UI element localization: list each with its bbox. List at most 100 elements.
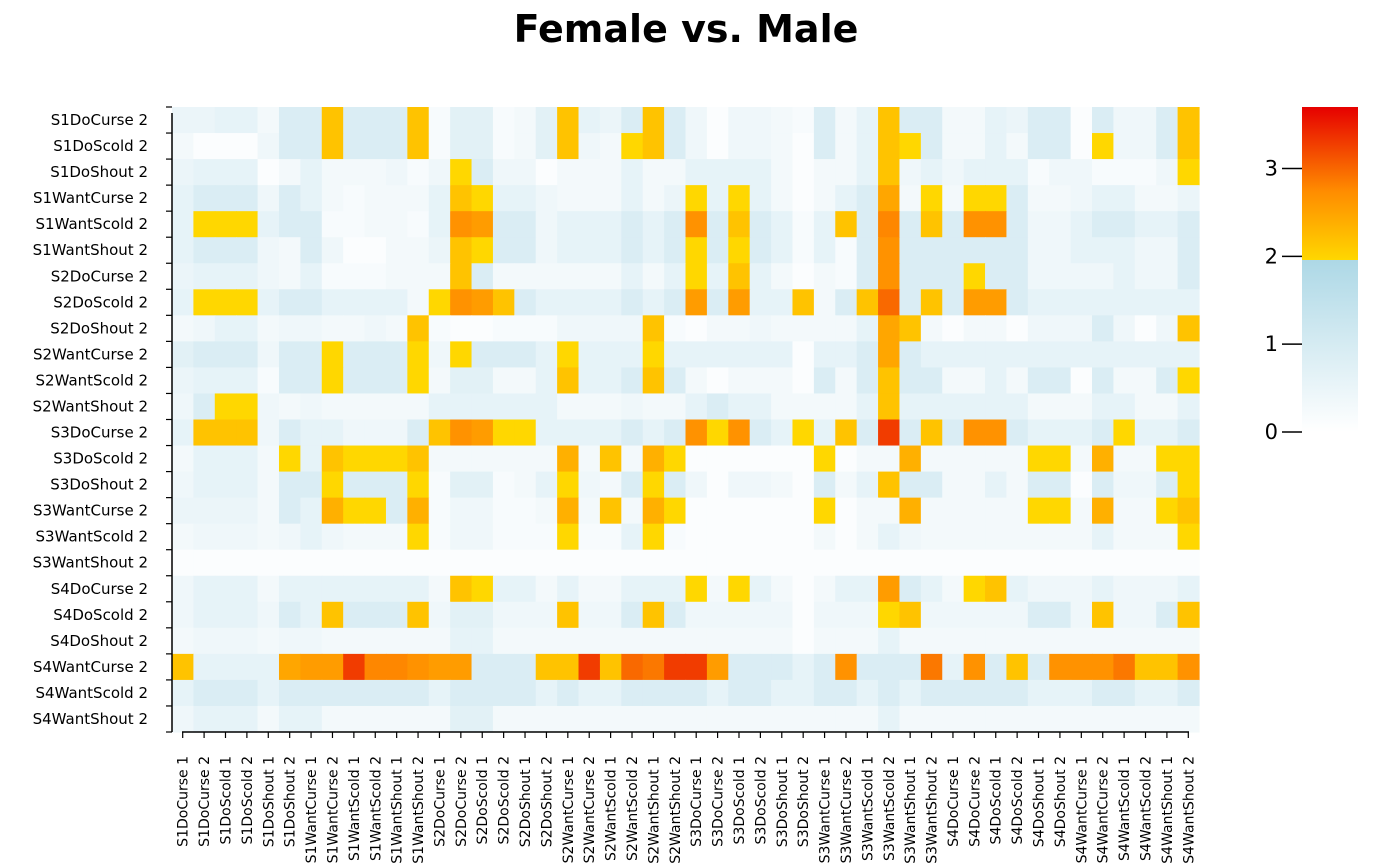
heatmap-cell (749, 575, 772, 603)
heatmap-cell (792, 575, 815, 603)
heatmap-cell (685, 419, 708, 447)
heatmap-cell (642, 315, 665, 342)
heatmap-cell (621, 367, 644, 395)
heatmap-cell (407, 133, 430, 160)
heatmap-cell (535, 237, 558, 264)
heatmap-cell (578, 705, 601, 733)
y-tick-label: S1DoScold 2 (53, 137, 148, 155)
heatmap-cell (193, 107, 216, 134)
heatmap-cell (920, 289, 943, 316)
heatmap-cell (578, 107, 601, 134)
heatmap-cell (1177, 523, 1200, 551)
heatmap-cell (1006, 159, 1029, 186)
heatmap-cell (1006, 679, 1029, 707)
heatmap-cell (599, 419, 622, 447)
heatmap-cell (428, 237, 451, 264)
heatmap-cell (728, 627, 751, 655)
x-tick-label: S4WantScold 2 (1139, 756, 1155, 861)
heatmap-cell (685, 497, 708, 525)
heatmap-cell (385, 419, 408, 447)
heatmap-cell (1134, 159, 1157, 186)
heatmap-cell (385, 601, 408, 629)
heatmap-cell (985, 627, 1008, 655)
heatmap-cell (771, 315, 794, 342)
heatmap-cell (172, 315, 194, 342)
heatmap-cell (642, 159, 665, 186)
heatmap-cell (364, 107, 387, 134)
x-tick-label: S2WantCurse 2 (582, 756, 598, 863)
heatmap-cell (364, 549, 387, 577)
heatmap-cell (300, 263, 323, 290)
heatmap-cell (642, 653, 665, 681)
heatmap-cell (578, 341, 601, 369)
heatmap-cell (1006, 575, 1029, 603)
heatmap-cell (278, 185, 301, 212)
heatmap-cell (706, 549, 729, 577)
heatmap-cell (278, 107, 301, 134)
heatmap-cell (599, 601, 622, 629)
heatmap-cell (492, 705, 515, 733)
heatmap-cell (300, 575, 323, 603)
heatmap-cell (1177, 497, 1200, 525)
heatmap-cell (492, 601, 515, 629)
heatmap-cell (428, 133, 451, 160)
heatmap-cell (278, 289, 301, 316)
heatmap-cell (278, 419, 301, 447)
heatmap-cell (172, 289, 194, 316)
heatmap-cell (813, 341, 836, 369)
heatmap-cell (728, 341, 751, 369)
heatmap-cell (728, 575, 751, 603)
heatmap-cell (1006, 315, 1029, 342)
heatmap-cell (599, 393, 622, 421)
heatmap-cell (963, 445, 986, 473)
heatmap-cell (172, 419, 194, 447)
heatmap-cell (771, 575, 794, 603)
heatmap-cell (278, 237, 301, 264)
heatmap-cell (856, 367, 879, 395)
heatmap-cell (942, 393, 965, 421)
heatmap-cell (749, 107, 772, 134)
heatmap-cell (1156, 367, 1179, 395)
heatmap-cell (321, 211, 344, 238)
heatmap-cell (1177, 107, 1200, 134)
heatmap-cell (214, 445, 237, 473)
heatmap-cell (214, 679, 237, 707)
x-tick-label: S4DoShout 1 (1032, 756, 1048, 847)
color-bar-tick-label: 2 (1265, 244, 1278, 268)
heatmap-cell (236, 289, 259, 316)
heatmap-cell (278, 445, 301, 473)
heatmap-cell (1070, 445, 1093, 473)
heatmap-cell (1006, 497, 1029, 525)
heatmap-cell (1177, 445, 1200, 473)
heatmap-cell (321, 263, 344, 290)
heatmap-cell (685, 549, 708, 577)
heatmap-cell (321, 445, 344, 473)
heatmap-cell (407, 497, 430, 525)
heatmap-cell (1156, 341, 1179, 369)
heatmap-cell (771, 705, 794, 733)
heatmap-cell (1070, 679, 1093, 707)
heatmap-cell (642, 549, 665, 577)
heatmap-cell (300, 705, 323, 733)
heatmap-cell (664, 627, 687, 655)
color-bar-low (1302, 260, 1358, 432)
heatmap-cell (642, 445, 665, 473)
heatmap-cell (343, 601, 366, 629)
heatmap-cell (1156, 315, 1179, 342)
heatmap-cell (749, 679, 772, 707)
y-tick-label: S1WantScold 2 (36, 215, 148, 233)
heatmap-cell (300, 107, 323, 134)
heatmap-cell (1113, 575, 1136, 603)
heatmap-cell (1177, 601, 1200, 629)
heatmap-cell (813, 289, 836, 316)
heatmap-cell (214, 419, 237, 447)
heatmap-cell (771, 211, 794, 238)
heatmap-cell (1070, 159, 1093, 186)
heatmap-cell (535, 341, 558, 369)
heatmap-cell (878, 445, 901, 473)
heatmap-cell (1092, 315, 1115, 342)
heatmap-cell (685, 315, 708, 342)
heatmap-cell (364, 393, 387, 421)
heatmap-cell (321, 601, 344, 629)
heatmap-cell (1134, 549, 1157, 577)
